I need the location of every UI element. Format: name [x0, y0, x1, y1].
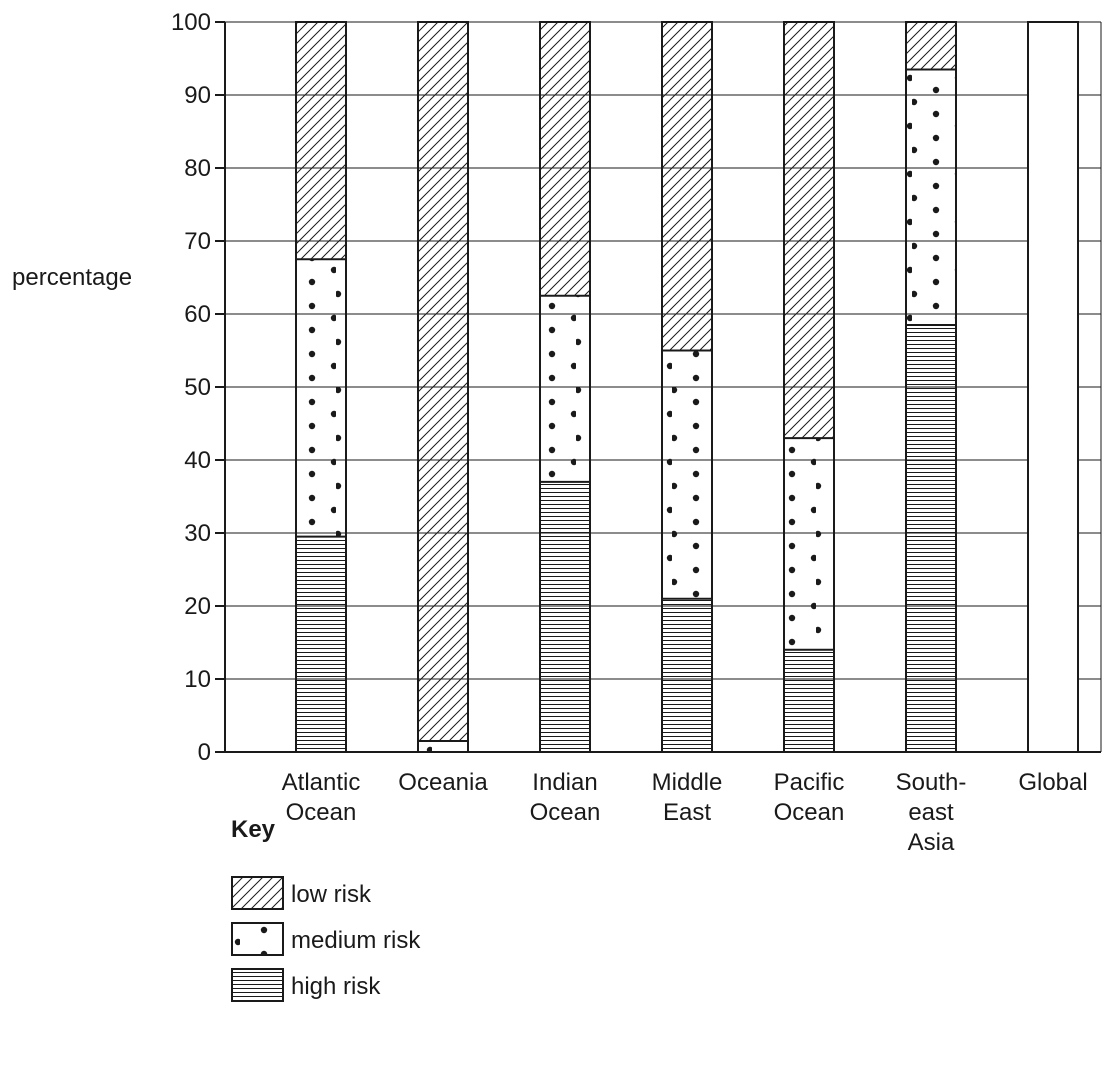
x-category-label-pacific-ocean: Pacific Ocean: [774, 769, 845, 826]
x-category-label-line: Ocean: [530, 799, 601, 826]
bar-outline-south-east-asia: [905, 21, 957, 753]
bar-outline-indian-ocean: [539, 21, 591, 753]
legend-swatch-medium-risk: [231, 922, 284, 956]
legend-item-medium-risk: medium risk: [231, 922, 421, 956]
x-category-label-line: Oceania: [398, 769, 488, 796]
x-category-label-line: Global: [1018, 769, 1087, 796]
segment-pacific-ocean-low-risk: [784, 22, 834, 439]
x-category-label-line: East: [663, 799, 711, 826]
x-category-label-south-east-asia: South-east Asia: [896, 769, 967, 856]
x-category-label-line: east: [908, 799, 954, 826]
segment-pacific-ocean-medium-risk: [784, 438, 834, 650]
legend-item-low-risk: low risk: [231, 876, 372, 910]
bars: [295, 21, 1079, 753]
y-tick-label-30: 30: [184, 520, 211, 547]
bar-global: [1027, 21, 1079, 753]
legend-label-high-risk: high risk: [291, 973, 381, 1000]
x-category-label-line: Ocean: [286, 799, 357, 826]
y-tick-label-40: 40: [184, 447, 211, 474]
category-labels: Atlantic Ocean Oceania Indian Ocean Middle Eas…: [282, 769, 1088, 856]
x-category-label-line: Pacific: [774, 769, 845, 796]
y-tick-label-20: 20: [184, 593, 211, 620]
x-category-label-oceania: Oceania: [398, 769, 488, 796]
x-category-label-line: Middle: [652, 769, 723, 796]
legend-label-medium-risk: medium risk: [291, 927, 421, 954]
segment-south-east-asia-high-risk: [906, 324, 956, 752]
segment-atlantic-ocean-low-risk: [296, 22, 346, 260]
legend-label-low-risk: low risk: [291, 881, 372, 908]
segment-middle-east-high-risk: [662, 598, 712, 752]
segment-atlantic-ocean-medium-risk: [296, 259, 346, 537]
legend-swatch-low-risk: [231, 876, 284, 910]
bar-outline-oceania: [417, 21, 469, 753]
bar-outline-global: [1027, 21, 1079, 753]
segment-indian-ocean-high-risk: [540, 481, 590, 752]
bar-south-east-asia: [905, 21, 957, 753]
x-category-label-global: Global: [1018, 769, 1087, 796]
y-axis-label: percentage: [12, 264, 132, 291]
legend-item-high-risk: high risk: [231, 968, 381, 1002]
segment-oceania-low-risk: [418, 22, 468, 742]
y-tick-labels: 0 10 20 30 40 50 60 70 80 90 100: [171, 9, 211, 766]
segment-oceania-medium-risk: [418, 741, 468, 752]
y-tick-label-80: 80: [184, 155, 211, 182]
x-category-label-indian-ocean: Indian Ocean: [530, 769, 601, 826]
y-tick-label-70: 70: [184, 228, 211, 255]
bar-atlantic-ocean: [295, 21, 347, 753]
segment-indian-ocean-medium-risk: [540, 295, 590, 482]
bar-oceania: [417, 21, 469, 753]
bar-pacific-ocean: [783, 21, 835, 753]
y-tick-label-100: 100: [171, 9, 211, 36]
x-category-label-atlantic-ocean: Atlantic Ocean: [282, 769, 361, 826]
y-tick-label-90: 90: [184, 82, 211, 109]
segment-south-east-asia-medium-risk: [906, 69, 956, 325]
segment-pacific-ocean-high-risk: [784, 649, 834, 752]
segment-south-east-asia-low-risk: [906, 22, 956, 70]
y-tick-label-60: 60: [184, 301, 211, 328]
x-category-label-line: Atlantic: [282, 769, 361, 796]
bar-middle-east: [661, 21, 713, 753]
segment-middle-east-low-risk: [662, 22, 712, 351]
y-tick-label-10: 10: [184, 666, 211, 693]
segment-atlantic-ocean-high-risk: [296, 536, 346, 752]
x-category-label-middle-east: Middle East: [652, 769, 723, 826]
y-tick-label-50: 50: [184, 374, 211, 401]
x-category-label-line: Indian: [532, 769, 597, 796]
x-category-label-line: South-: [896, 769, 967, 796]
x-category-label-line: Ocean: [774, 799, 845, 826]
bar-outline-pacific-ocean: [783, 21, 835, 753]
segment-middle-east-medium-risk: [662, 350, 712, 599]
legend: Key low risk medium risk high risk: [231, 816, 421, 1002]
x-category-label-line: Asia: [908, 829, 955, 856]
y-tick-label-0: 0: [198, 739, 211, 766]
bar-outline-atlantic-ocean: [295, 21, 347, 753]
bar-outline-middle-east: [661, 21, 713, 753]
legend-swatch-high-risk: [231, 968, 284, 1002]
bar-indian-ocean: [539, 21, 591, 753]
legend-title: Key: [231, 816, 276, 843]
segment-indian-ocean-low-risk: [540, 22, 590, 296]
